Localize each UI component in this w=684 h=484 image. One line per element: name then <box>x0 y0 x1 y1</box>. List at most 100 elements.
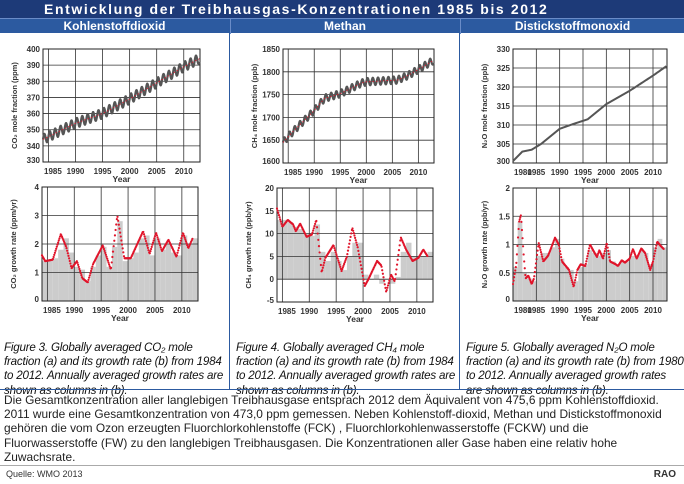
growth-rate-point <box>107 261 110 264</box>
growth-rate-point <box>102 247 106 251</box>
growth-rate-point <box>518 220 521 223</box>
y-tick-label: 325 <box>497 64 511 73</box>
growth-rate-point <box>54 249 57 252</box>
growth-rate-point <box>354 236 357 239</box>
bar <box>531 281 537 301</box>
bar <box>128 258 134 301</box>
growth-rate-point <box>515 253 519 256</box>
growth-rate-point <box>341 268 344 271</box>
x-tick-label: 2010 <box>644 306 662 315</box>
x-tick-label: 2000 <box>121 167 139 176</box>
growth-rate-point <box>385 288 388 292</box>
growth-rate-point <box>560 255 563 259</box>
growth-rate-point <box>397 253 400 257</box>
x-tick-label: 1995 <box>94 167 112 176</box>
x-tick-label: 1990 <box>305 168 323 177</box>
growth-rate-point <box>180 234 184 237</box>
growth-rate-point <box>575 273 578 277</box>
body-text: Die Gesamtkonzentration aller langlebige… <box>4 393 662 464</box>
growth-rate-point <box>333 249 337 252</box>
growth-rate-point <box>65 247 68 250</box>
growth-rate-point <box>316 232 319 235</box>
y-tick-label: 380 <box>27 77 41 86</box>
growth-rate-point <box>538 244 541 247</box>
bar <box>592 252 597 301</box>
y-tick-label: 360 <box>27 110 41 119</box>
growth-rate-point <box>312 229 315 232</box>
growth-rate-point <box>183 236 186 239</box>
bar <box>422 256 428 280</box>
growth-rate-point <box>146 244 149 247</box>
growth-rate-point <box>653 252 656 255</box>
growth-rate-point <box>91 265 94 268</box>
growth-rate-point <box>88 274 91 277</box>
growth-rate-point <box>380 265 383 268</box>
growth-rate-point <box>186 244 189 247</box>
growth-rate-point <box>607 249 610 252</box>
x-tick-label: 1985 <box>284 168 302 177</box>
y-tick-label: 305 <box>497 140 511 149</box>
growth-rate-point <box>182 234 186 237</box>
growth-rate-point <box>332 244 335 248</box>
growth-rate-point <box>116 215 119 218</box>
chart-co2-growth-rate: 1985 1990 1995 2000 2005 2010 0 1 2 3 4 Year CO₂ gro… <box>9 183 199 323</box>
growth-rate-point <box>520 228 524 232</box>
growth-rate-point <box>104 251 107 254</box>
growth-rate-point <box>122 251 125 254</box>
growth-rate-point <box>585 260 588 263</box>
growth-rate-point <box>278 216 281 219</box>
growth-rate-point <box>276 209 279 212</box>
bar <box>550 247 555 301</box>
growth-rate-point <box>121 247 124 250</box>
bar <box>47 259 53 301</box>
growth-rate-point <box>120 243 124 246</box>
growth-rate-point <box>386 284 390 287</box>
bar <box>625 261 630 301</box>
growth-rate-point <box>426 254 429 258</box>
growth-rate-point <box>337 261 341 264</box>
bar <box>662 247 667 301</box>
bar <box>68 252 75 301</box>
growth-rate-point <box>108 263 111 266</box>
caption-figure-3: Figure 3. Globally averaged CO₂ mole fra… <box>4 341 224 397</box>
growth-rate-point <box>359 264 363 267</box>
bar <box>122 261 129 301</box>
growth-rate-point <box>575 271 578 274</box>
growth-rate-point <box>120 239 123 242</box>
growth-rate-point <box>396 258 399 261</box>
bar <box>160 249 166 301</box>
growth-rate-point <box>654 247 657 250</box>
x-tick-label: 2010 <box>175 167 193 176</box>
x-tick-label: 1985 <box>278 307 296 316</box>
y-tick-label: 1650 <box>262 136 280 145</box>
growth-rate-point <box>352 229 355 232</box>
growth-rate-point <box>118 227 121 230</box>
growth-rate-point <box>111 255 114 259</box>
growth-rate-point <box>52 255 55 259</box>
growth-rate-point <box>541 257 544 260</box>
column-divider <box>459 33 460 389</box>
growth-rate-point <box>51 257 55 261</box>
growth-rate-point <box>569 272 572 276</box>
growth-rate-point <box>319 263 322 267</box>
growth-rate-point <box>362 278 365 281</box>
divider <box>0 465 684 466</box>
growth-rate-point <box>560 258 563 262</box>
growth-rate-point <box>55 245 58 248</box>
growth-rate-point <box>606 246 609 249</box>
growth-rate-point <box>397 249 401 252</box>
growth-rate-point <box>77 265 80 269</box>
growth-rate-point <box>393 279 396 282</box>
plot-frame <box>42 48 201 163</box>
growth-rate-point <box>652 257 655 260</box>
header-n2o: Distickstoffmonoxid <box>460 19 684 34</box>
growth-rate-point <box>522 253 525 256</box>
growth-rate-point <box>58 237 61 240</box>
growth-rate-point <box>112 245 115 248</box>
growth-rate-point <box>277 213 281 217</box>
growth-rate-point <box>89 269 93 273</box>
growth-rate-point <box>363 281 366 285</box>
bar <box>149 255 155 301</box>
growth-rate-point <box>537 242 540 245</box>
growth-rate-point <box>182 232 185 235</box>
